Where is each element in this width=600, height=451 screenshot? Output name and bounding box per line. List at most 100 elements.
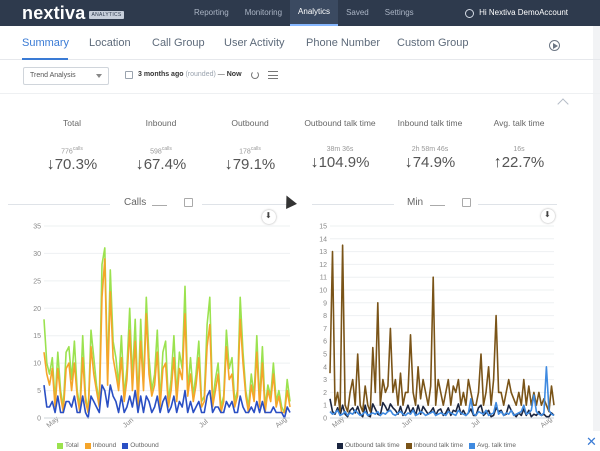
account-menu[interactable]: Hi Nextiva DemoAccount — [465, 0, 568, 26]
legend-swatch — [84, 442, 91, 449]
stat-change-value: 104.9% — [318, 154, 370, 171]
calls-chart-title: Calls — [124, 197, 147, 208]
stat-label: Avg. talk time — [493, 118, 545, 128]
x-tick-label: Jul — [470, 418, 482, 429]
minutes-legend: Outbound talk time Inbound talk time Avg. … — [337, 442, 522, 449]
tab-summary[interactable]: Summary — [22, 37, 70, 49]
view-select[interactable]: Trend Analysis — [23, 67, 109, 85]
y-tick-label: 30 — [33, 251, 41, 258]
collapse-icon[interactable] — [557, 98, 569, 110]
nav-analytics[interactable]: Analytics — [290, 0, 339, 26]
stat-count: 2h 58m 46s — [411, 146, 449, 153]
stat-change-value: 74.9% — [412, 154, 456, 171]
y-tick-label: 1 — [323, 403, 327, 410]
x-tick-label: Jun — [122, 417, 135, 430]
legend-item[interactable]: Total — [57, 442, 79, 449]
arrow-down-icon: ↓ — [135, 156, 144, 174]
legend-swatch — [57, 442, 63, 449]
download-icon[interactable] — [262, 210, 276, 224]
y-tick-label: 13 — [319, 249, 327, 256]
stat-card: Avg. talk time 16s ↑22.7% — [471, 118, 567, 172]
series-line-inbound-talk-time[interactable] — [329, 244, 555, 413]
arrow-down-icon: ↓ — [404, 154, 413, 171]
top-nav: Reporting Monitoring Analytics Saved Set… — [186, 0, 422, 26]
stat-change-value: 22.7% — [501, 154, 545, 171]
stat-change: ↓67.4% — [113, 156, 209, 174]
y-tick-label: 35 — [33, 224, 41, 231]
trend-icon[interactable] — [152, 200, 167, 206]
nav-reporting[interactable]: Reporting — [194, 8, 229, 17]
legend-item[interactable]: Inbound — [84, 442, 116, 449]
chevron-down-icon — [96, 74, 102, 78]
refresh-icon[interactable] — [251, 71, 259, 79]
trend-icon[interactable] — [430, 200, 445, 206]
arrow-down-icon: ↓ — [224, 156, 233, 174]
chart-type-icon[interactable] — [184, 198, 193, 207]
y-tick-label: 9 — [323, 300, 327, 307]
tab-phone-number[interactable]: Phone Number — [306, 37, 380, 49]
legend-item[interactable]: Outbound talk time — [337, 442, 400, 449]
stat-change: ↓74.9% — [382, 154, 478, 172]
series-line-outbound[interactable] — [43, 384, 291, 419]
brand-logo[interactable]: nextiva ANALYTICS — [22, 3, 124, 24]
stat-change-value: 79.1% — [232, 156, 276, 174]
brand-badge: ANALYTICS — [89, 11, 124, 19]
stat-change: ↓79.1% — [202, 156, 298, 174]
account-name: Hi Nextiva DemoAccount — [479, 8, 568, 17]
nav-saved[interactable]: Saved — [346, 8, 369, 17]
legend-item[interactable]: Avg. talk time — [469, 442, 516, 449]
tab-custom-group[interactable]: Custom Group — [397, 37, 469, 49]
view-select-value: Trend Analysis — [30, 72, 76, 79]
date-range[interactable]: 3 months ago (rounded) — Now — [138, 71, 242, 78]
stat-label: Inbound talk time — [397, 118, 463, 128]
legend-label: Inbound talk time — [413, 442, 464, 449]
y-tick-label: 10 — [33, 361, 41, 368]
download-icon[interactable] — [541, 209, 555, 223]
legend-label: Total — [65, 442, 79, 449]
legend-item[interactable]: Outbound — [122, 442, 159, 449]
brand-name: nextiva — [22, 3, 86, 23]
legend-swatch — [405, 442, 412, 449]
stat-change: ↓70.3% — [24, 156, 120, 174]
series-line-inbound[interactable] — [43, 258, 291, 414]
legend-item[interactable]: Inbound talk time — [405, 442, 464, 449]
nav-monitoring[interactable]: Monitoring — [244, 8, 283, 17]
gear-icon — [465, 8, 475, 18]
stat-card: Total 776calls ↓70.3% — [24, 118, 120, 174]
close-icon[interactable]: ✕ — [586, 434, 597, 449]
tab-user-activity[interactable]: User Activity — [224, 37, 285, 49]
filter-icon[interactable] — [268, 71, 278, 79]
series-line-avg-talk-time[interactable] — [329, 366, 555, 417]
calendar-icon[interactable] — [125, 71, 133, 79]
y-tick-label: 6 — [323, 339, 327, 346]
stat-card: Outbound talk time 38m 36s ↓104.9% — [292, 118, 388, 172]
divider — [8, 204, 110, 205]
stat-change-value: 70.3% — [54, 156, 98, 174]
chart-type-icon[interactable] — [462, 198, 471, 207]
y-tick-label: 5 — [37, 388, 41, 395]
arrow-down-icon: ↓ — [310, 154, 319, 171]
play-icon[interactable] — [549, 40, 560, 51]
stat-label: Outbound talk time — [304, 118, 376, 128]
top-bar: nextiva ANALYTICS Reporting Monitoring A… — [0, 0, 600, 26]
arrow-down-icon: ↓ — [46, 156, 55, 174]
arrow-up-icon: ↑ — [493, 154, 502, 171]
scrollbar[interactable] — [593, 26, 600, 431]
legend-swatch — [337, 442, 343, 449]
nav-settings[interactable]: Settings — [384, 8, 414, 17]
x-tick-label: May — [46, 415, 61, 429]
stat-count: 178calls — [239, 146, 261, 156]
stat-label: Total — [63, 118, 81, 128]
stat-count-unit: calls — [161, 146, 172, 152]
stat-change-value: 67.4% — [143, 156, 187, 174]
tab-location[interactable]: Location — [89, 37, 131, 49]
stat-count: 598calls — [150, 146, 172, 156]
tab-call-group[interactable]: Call Group — [152, 37, 205, 49]
legend-label: Avg. talk time — [477, 442, 516, 449]
y-tick-label: 0 — [37, 416, 41, 423]
range-start: 3 months ago — [138, 71, 184, 78]
y-tick-label: 15 — [33, 333, 41, 340]
y-tick-label: 3 — [323, 377, 327, 384]
range-end: Now — [226, 71, 242, 78]
